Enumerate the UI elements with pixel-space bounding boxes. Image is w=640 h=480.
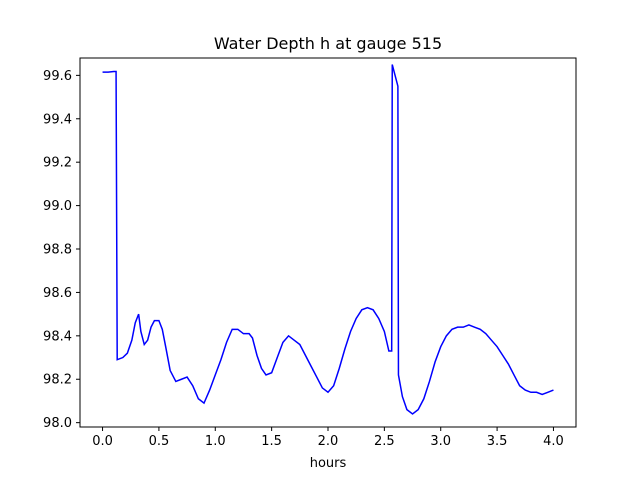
series-line-water-depth bbox=[102, 64, 554, 415]
x-tick-label: 1.0 bbox=[205, 434, 226, 449]
x-tick-label: 3.0 bbox=[430, 434, 451, 449]
y-tick-label: 98.6 bbox=[43, 286, 72, 301]
y-tick-label: 98.0 bbox=[43, 416, 72, 431]
x-tick-label: 0.5 bbox=[149, 434, 170, 449]
x-axis-label: hours bbox=[310, 456, 347, 471]
y-axis: 98.0 98.2 98.4 98.6 98.8 99.0 99.2 99.4 99.6 bbox=[43, 69, 80, 431]
y-tick-label: 98.4 bbox=[43, 329, 72, 344]
x-tick-label: 4.0 bbox=[543, 434, 564, 449]
y-tick-label: 98.8 bbox=[43, 243, 72, 258]
y-tick-label: 99.0 bbox=[43, 199, 72, 214]
y-tick-label: 99.2 bbox=[43, 156, 72, 171]
y-tick-label: 99.6 bbox=[43, 69, 72, 84]
x-tick-label: 3.5 bbox=[487, 434, 508, 449]
plot-area-frame bbox=[79, 57, 577, 428]
x-tick-label: 1.5 bbox=[261, 434, 282, 449]
x-tick-label: 2.5 bbox=[374, 434, 395, 449]
x-tick-label: 2.0 bbox=[318, 434, 339, 449]
chart-title: Water Depth h at gauge 515 bbox=[214, 34, 442, 53]
y-tick-label: 99.4 bbox=[43, 112, 72, 127]
x-axis: 0.0 0.5 1.0 1.5 2.0 2.5 3.0 3.5 4.0 bbox=[92, 427, 564, 449]
y-tick-label: 98.2 bbox=[43, 373, 72, 388]
x-tick-label: 0.0 bbox=[92, 434, 113, 449]
